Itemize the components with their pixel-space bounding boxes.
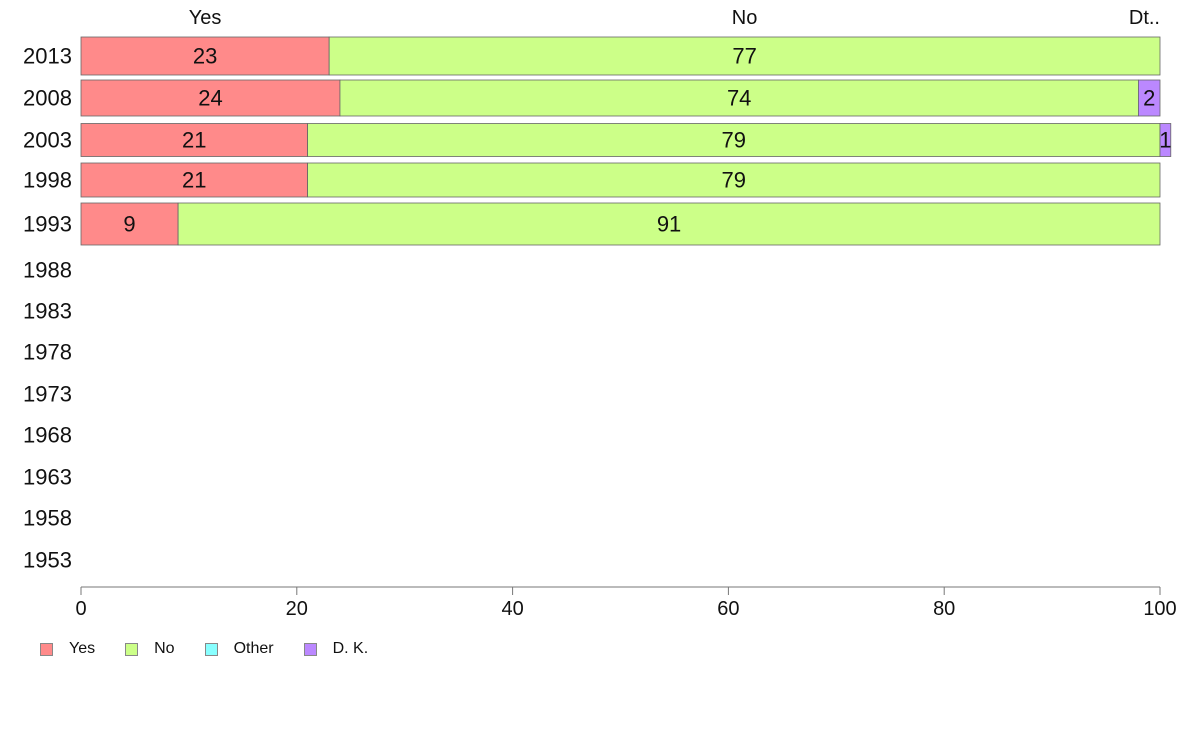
year-label-1973: 1973 (23, 382, 72, 407)
top-label-yes: Yes (189, 7, 222, 29)
bar-1993-yes (80, 202, 179, 246)
year-label-1963: 1963 (23, 465, 72, 490)
data-label-2013-no: 77 (732, 44, 756, 69)
data-label-2008-dk: 2 (1143, 86, 1155, 111)
year-label-1968: 1968 (23, 423, 72, 448)
year-label-1988: 1988 (23, 258, 72, 283)
legend-label-yes: Yes (69, 640, 96, 657)
top-label-dk: Dt.. (1129, 7, 1160, 29)
legend-item-no: No (125, 640, 175, 658)
bar-1998-no (307, 162, 1161, 198)
legend-swatch-no (125, 642, 139, 656)
year-label-2003: 2003 (23, 128, 72, 153)
legend-label-no: No (154, 640, 175, 657)
bar-2008-yes (80, 79, 341, 117)
legend-swatch-dk (303, 642, 317, 656)
bar-2013-no (328, 36, 1161, 76)
bar-1993-no (177, 202, 1161, 246)
bar-2008-dk (1138, 79, 1161, 117)
bar-2008-no (339, 79, 1139, 117)
year-label-1978: 1978 (23, 340, 72, 365)
legend-item-other: Other (204, 640, 274, 658)
x-tick-label-60: 60 (717, 598, 739, 620)
legend-swatch-other (204, 642, 218, 656)
data-label-2008-yes: 24 (198, 86, 222, 111)
data-label-2008-no: 74 (727, 86, 751, 111)
bar-2003-dk (1159, 123, 1172, 157)
x-tick-label-40: 40 (501, 598, 523, 620)
data-label-1993-no: 91 (657, 212, 681, 237)
legend-swatch-yes (40, 642, 53, 656)
top-label-no: No (732, 7, 758, 29)
data-label-2003-no: 79 (722, 128, 746, 153)
data-label-1993-yes: 9 (123, 212, 135, 237)
data-label-1998-yes: 21 (182, 168, 206, 193)
year-label-1993: 1993 (23, 212, 72, 237)
year-label-1958: 1958 (23, 506, 72, 531)
year-label-1998: 1998 (23, 168, 72, 193)
data-label-1998-no: 79 (722, 168, 746, 193)
legend-item-dk: D. K. (303, 640, 369, 658)
legend-label-dk: D. K. (332, 640, 369, 657)
year-label-2008: 2008 (23, 86, 72, 111)
year-label-1953: 1953 (23, 548, 72, 573)
x-tick-label-80: 80 (933, 598, 955, 620)
x-tick-label-20: 20 (286, 598, 308, 620)
year-label-1983: 1983 (23, 299, 72, 324)
x-tick-label-100: 100 (1143, 598, 1176, 620)
bar-2003-no (307, 123, 1161, 157)
data-label-2003-yes: 21 (182, 128, 206, 153)
data-label-2003-dk: 1 (1159, 128, 1171, 153)
legend-label-other: Other (233, 640, 274, 657)
data-label-2013-yes: 23 (193, 44, 217, 69)
legend: Yes No Other D. K. (40, 640, 398, 658)
year-label-2013: 2013 (23, 44, 72, 69)
bar-1998-yes (80, 162, 308, 198)
bar-2013-yes (80, 36, 330, 76)
legend-item-yes: Yes (40, 640, 95, 658)
bar-2003-yes (80, 123, 308, 157)
x-tick-label-0: 0 (75, 598, 86, 620)
